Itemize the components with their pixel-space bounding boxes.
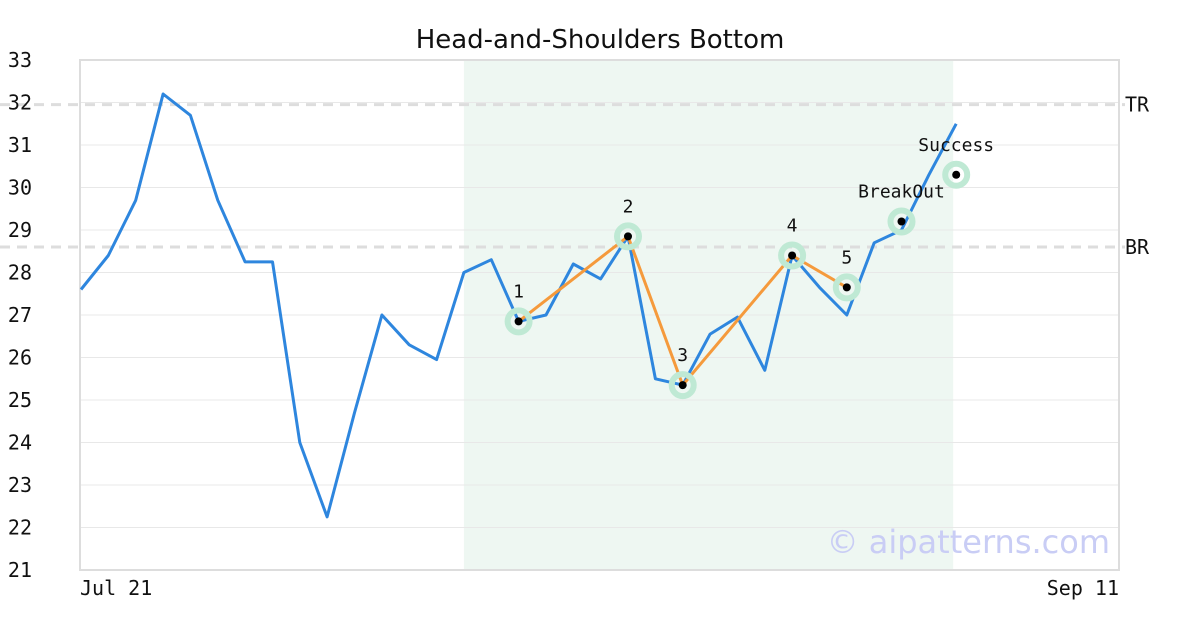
watermark: © aipatterns.com xyxy=(827,523,1110,561)
y-tick-label: 22 xyxy=(8,516,32,540)
pattern-point-label: 1 xyxy=(513,281,524,302)
pattern-point-marker xyxy=(624,232,632,241)
event-label: BreakOut xyxy=(858,182,945,203)
y-tick-label: 26 xyxy=(8,346,32,370)
y-tick-label: 28 xyxy=(8,261,32,285)
event-label: Success xyxy=(918,135,994,156)
pattern-point-halo xyxy=(504,307,533,336)
y-tick-label: 24 xyxy=(8,431,32,455)
event-halo xyxy=(942,160,971,189)
x-tick-label: Sep 11 xyxy=(1047,576,1119,600)
pattern-point-halo xyxy=(668,371,697,400)
pattern-point-halo xyxy=(832,273,861,302)
level-label: TR xyxy=(1125,93,1150,117)
y-tick-label: 27 xyxy=(8,303,32,327)
y-tick-label: 29 xyxy=(8,218,32,242)
y-tick-label: 30 xyxy=(8,176,32,200)
pattern-point-label: 4 xyxy=(787,216,798,237)
y-tick-label: 21 xyxy=(8,558,32,582)
pattern-point-label: 2 xyxy=(623,196,634,217)
pattern-point-marker xyxy=(842,283,851,292)
y-tick-label: 31 xyxy=(8,133,32,157)
level-label: BR xyxy=(1125,235,1150,259)
y-tick-label: 23 xyxy=(8,473,32,497)
pattern-point-halo xyxy=(778,241,807,270)
pattern-point-label: 3 xyxy=(677,345,688,366)
pattern-point-label: 5 xyxy=(841,247,852,268)
pattern-point-halo xyxy=(614,222,642,251)
event-halo xyxy=(887,207,916,236)
pattern-point-marker xyxy=(678,381,687,390)
y-tick-label: 32 xyxy=(8,91,32,115)
y-tick-label: 33 xyxy=(8,48,32,72)
plot-frame xyxy=(79,59,1120,571)
pattern-point-marker xyxy=(514,317,523,326)
chart-title: Head-and-Shoulders Bottom xyxy=(416,25,785,55)
y-tick-label: 25 xyxy=(8,388,32,412)
event-marker xyxy=(897,217,906,226)
pattern-point-marker xyxy=(788,251,797,260)
x-tick-label: Jul 21 xyxy=(80,576,152,600)
event-marker xyxy=(952,170,961,179)
